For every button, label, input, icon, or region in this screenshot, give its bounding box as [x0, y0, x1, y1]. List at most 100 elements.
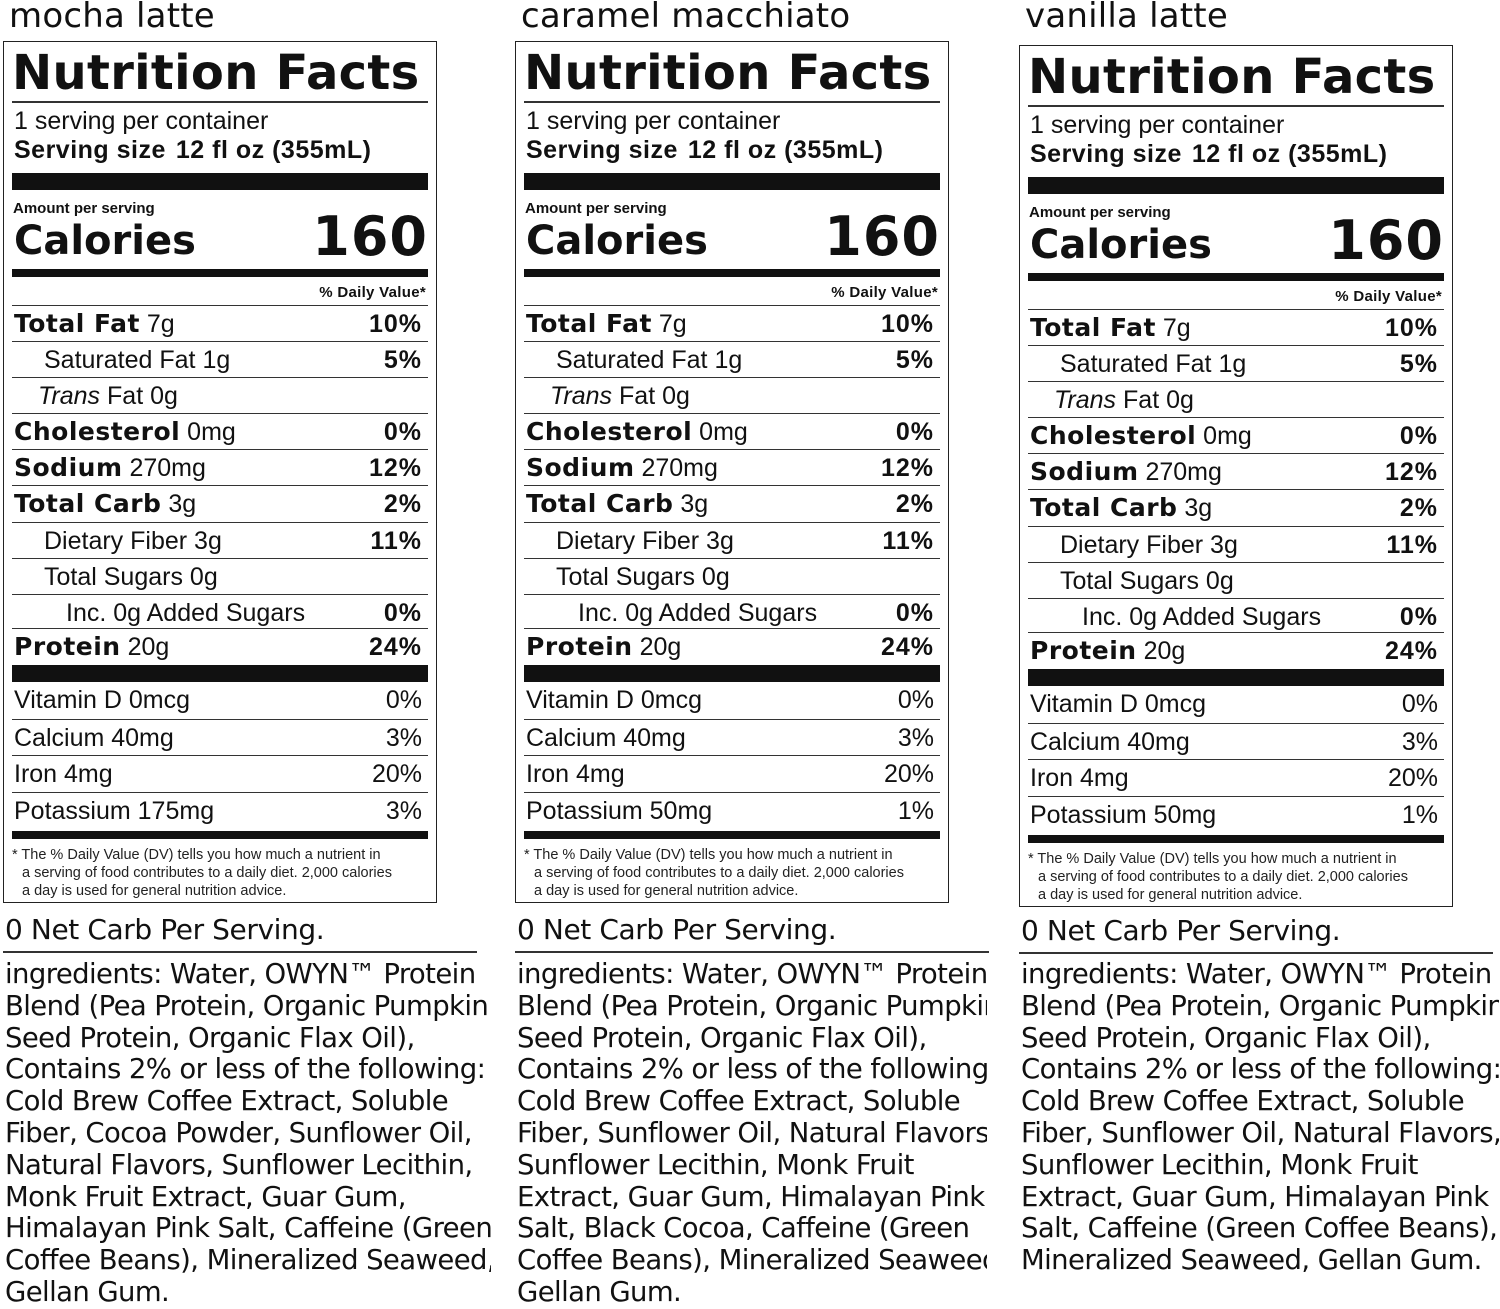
serving-size: Serving size 12 fl oz (355mL): [14, 135, 371, 165]
vitamin-row: Calcium 40mg 3%: [524, 719, 940, 756]
footnote-line: * The % Daily Value (DV) tells you how m…: [1028, 851, 1397, 867]
nutrient-amount: 3g: [706, 527, 734, 555]
daily-value: 3%: [385, 797, 422, 825]
ingredients-line: Cold Brew Coffee Extract, Soluble: [517, 1085, 961, 1118]
amount-per-serving: Amount per serving: [525, 200, 667, 217]
vitamin-name: Potassium 50mg: [1030, 801, 1217, 829]
nutrient-row-cholesterol: Cholesterol 0mg 0%: [12, 413, 428, 450]
nutrient-name: Total Fat: [526, 309, 652, 338]
daily-value-footnote: * The % Daily Value (DV) tells you how m…: [1028, 850, 1444, 904]
nutrient-amount: 1g: [202, 346, 231, 374]
nutrient-row-sodium: Sodium 270mg 12%: [1028, 453, 1444, 490]
nutrient-amount: 1g: [1218, 350, 1247, 378]
nutrient-row-total-carb: Total Carb 3g 2%: [12, 485, 428, 522]
ingredients-line: Gellan Gum.: [517, 1275, 682, 1308]
serving-size-value: 12 fl oz (355mL): [687, 136, 884, 164]
net-carb-statement: 0 Net Carb Per Serving.: [5, 913, 325, 946]
ingredients-line: Salt, Black Cocoa, Caffeine (Green: [517, 1212, 970, 1245]
nutrient-name: Sodium: [526, 453, 635, 482]
flavor-name: mocha latte: [9, 0, 215, 36]
flavor-name: caramel macchiato: [521, 0, 851, 36]
vitamin-row: Iron 4mg 20%: [1028, 759, 1444, 796]
serving-size-value: 12 fl oz (355mL): [1191, 140, 1388, 168]
nutrient-name: Cholesterol: [1030, 421, 1197, 450]
nutrient-amount: 7g: [658, 310, 687, 338]
ingredients-list: ingredients: Water, OWYN™ Protein Blend (…: [5, 959, 491, 1309]
nutrient-name: Total Sugars: [1060, 567, 1199, 595]
daily-value: 12%: [1384, 458, 1438, 486]
vitamin-row: Calcium 40mg 3%: [12, 719, 428, 756]
daily-value: 0%: [895, 418, 934, 446]
vitamin-row: Potassium 50mg 1%: [1028, 796, 1444, 833]
nutrient-row-protein: Protein 20g 24%: [12, 628, 428, 665]
vitamin-row: Vitamin D 0mcg 0%: [524, 682, 940, 718]
ingredients-line: Himalayan Pink Salt, Caffeine (Green: [5, 1212, 491, 1245]
nutrient-name: Dietary Fiber: [44, 527, 188, 555]
nutrient-name: Inc. 0g Added Sugars: [66, 599, 306, 627]
nutrient-row-protein: Protein 20g 24%: [1028, 632, 1444, 669]
nutrient-amount: 0g: [189, 563, 218, 591]
nutrient-row-dietary-fiber: Dietary Fiber 3g 11%: [524, 522, 940, 559]
nutrient-row-dietary-fiber: Dietary Fiber 3g 11%: [12, 522, 428, 559]
nutrient-row-sodium: Sodium 270mg 12%: [12, 449, 428, 486]
daily-value: 5%: [383, 346, 422, 374]
nutrient-row-cholesterol: Cholesterol 0mg 0%: [524, 413, 940, 450]
ingredients-line: Monk Fruit Extract, Guar Gum,: [5, 1180, 406, 1213]
servings-per-container: 1 serving per container: [14, 107, 269, 135]
ingredients-line: Sunflower Lecithin, Monk Fruit: [517, 1148, 914, 1181]
nutrient-name: Total Carb: [14, 489, 162, 518]
ingredients-line: Natural Flavors, Sunflower Lecithin,: [5, 1148, 473, 1181]
nutrient-row-total-fat: Total Fat 7g 10%: [1028, 309, 1444, 346]
nutrition-facts-panel: Nutrition Facts 1 serving per container …: [515, 41, 949, 903]
daily-value: 0%: [383, 599, 422, 627]
nutrient-name: Protein: [526, 632, 633, 661]
ingredients-line: ingredients: Water, OWYN™ Protein: [1021, 959, 1492, 990]
divider: [515, 951, 989, 953]
daily-value: 0%: [897, 686, 934, 714]
daily-value: 10%: [1384, 314, 1438, 342]
thick-divider: [1028, 669, 1444, 686]
footnote-line: * The % Daily Value (DV) tells you how m…: [524, 847, 893, 863]
nutrition-facts-title: Nutrition Facts: [12, 45, 420, 101]
ingredients-line: Extract, Guar Gum, Himalayan Pink: [517, 1180, 985, 1213]
nutrition-facts-title: Nutrition Facts: [1028, 49, 1436, 105]
daily-value: 3%: [1401, 728, 1438, 756]
daily-value: 1%: [897, 797, 934, 825]
vitamin-name: Iron 4mg: [526, 760, 625, 788]
medium-divider: [1028, 835, 1444, 843]
vitamin-row: Iron 4mg 20%: [524, 755, 940, 792]
daily-value: 10%: [880, 310, 934, 338]
nutrient-row-total-carb: Total Carb 3g 2%: [524, 485, 940, 522]
nutrient-row-trans-fat: Trans Fat 0g: [524, 377, 940, 414]
ingredients-list: ingredients: Water, OWYN™ Protein Blend (…: [517, 959, 987, 1309]
vitamin-name: Calcium 40mg: [526, 724, 686, 752]
daily-value-footnote: * The % Daily Value (DV) tells you how m…: [12, 846, 428, 900]
thick-divider: [12, 665, 428, 682]
nutrient-amount: 0mg: [699, 418, 748, 446]
ingredients-line: Extract, Guar Gum, Himalayan Pink: [1021, 1180, 1489, 1213]
ingredients-line: Fiber, Sunflower Oil, Natural Flavors,: [1021, 1116, 1499, 1149]
ingredients-line: ingredients: Water, OWYN™ Protein: [5, 959, 476, 990]
vitamin-row: Calcium 40mg 3%: [1028, 723, 1444, 760]
serving-size: Serving size 12 fl oz (355mL): [526, 135, 883, 165]
daily-value: 2%: [383, 490, 422, 518]
nutrient-amount: 0g: [701, 563, 730, 591]
medium-divider: [1028, 273, 1444, 281]
ingredients-line: Contains 2% or less of the following:: [5, 1053, 486, 1086]
ingredients-list: ingredients: Water, OWYN™ Protein Blend (…: [1021, 959, 1499, 1277]
servings-per-container: 1 serving per container: [526, 107, 781, 135]
calories-label: Calories: [1030, 222, 1212, 268]
nutrient-row-added-sugars: Inc. 0g Added Sugars 0%: [524, 594, 940, 631]
divider: [524, 101, 940, 103]
vitamin-name: Iron 4mg: [1030, 764, 1129, 792]
nutrient-name: Sodium: [14, 453, 123, 482]
medium-divider: [12, 831, 428, 839]
vitamin-name: Potassium 50mg: [526, 797, 713, 825]
nutrient-name: Total Fat: [1030, 313, 1156, 342]
servings-per-container: 1 serving per container: [1030, 111, 1285, 139]
daily-value: 24%: [368, 633, 422, 661]
daily-value: 0%: [385, 686, 422, 714]
nutrient-name: Inc. 0g Added Sugars: [1082, 603, 1322, 631]
ingredients-line: Gellan Gum.: [5, 1275, 170, 1308]
nutrient-row-dietary-fiber: Dietary Fiber 3g 11%: [1028, 526, 1444, 563]
